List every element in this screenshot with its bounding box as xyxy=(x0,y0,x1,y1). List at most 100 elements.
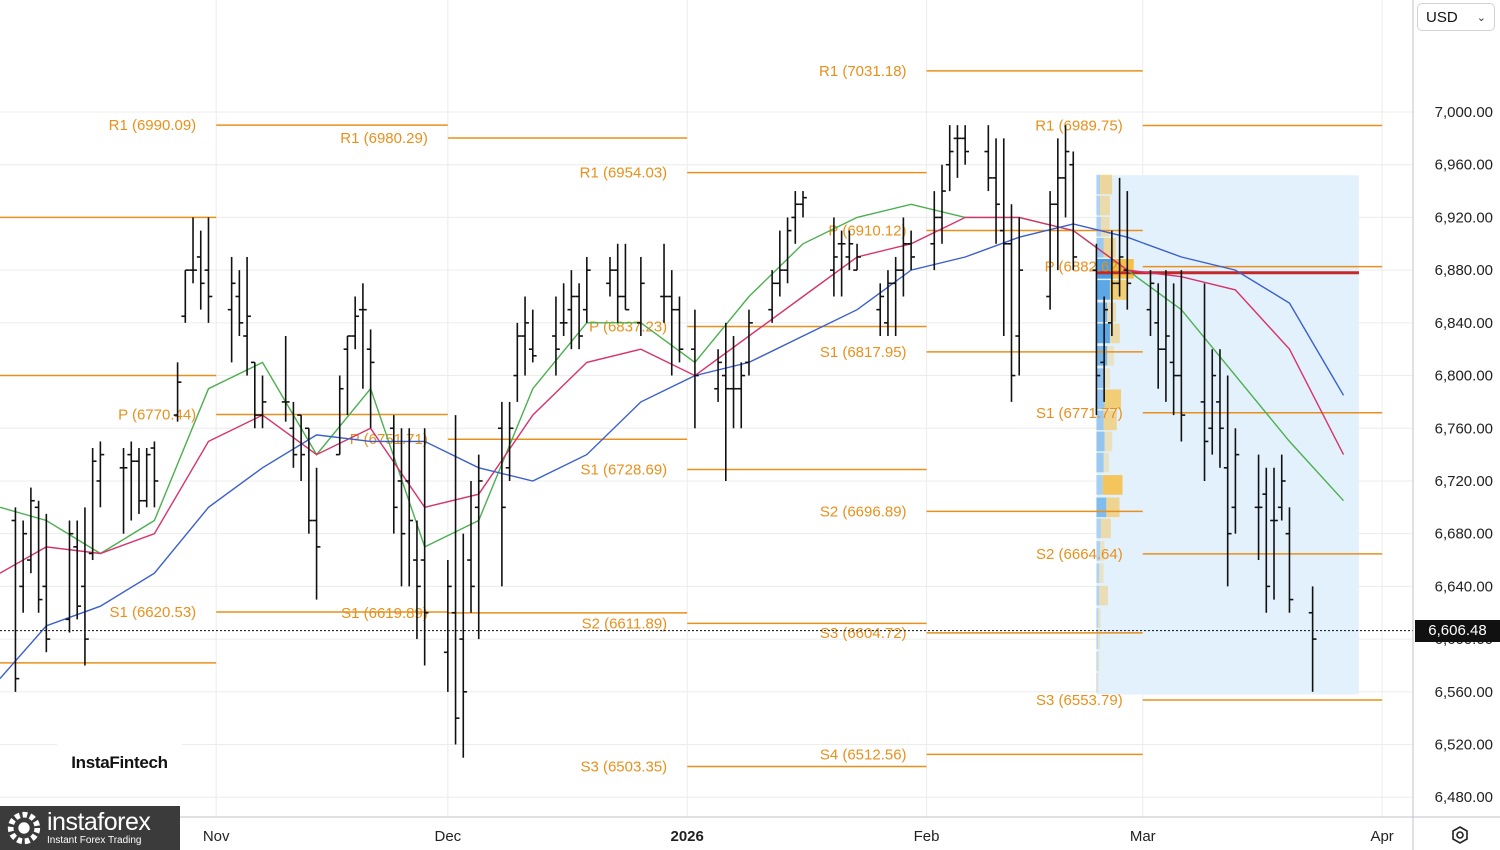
ohlc-bar xyxy=(567,270,576,350)
volume-bin-up xyxy=(1096,280,1110,300)
ohlc-bar xyxy=(691,309,699,429)
pivot-label: P (6882.62) xyxy=(1045,259,1123,276)
pivot-label: R1 (7031.18) xyxy=(819,63,907,80)
volume-bin-up xyxy=(1096,237,1104,258)
instaforex-mark-icon xyxy=(7,811,41,845)
ohlc-bar xyxy=(1262,467,1271,613)
chevron-down-icon: ⌄ xyxy=(1476,11,1486,24)
ohlc-bar xyxy=(405,428,414,587)
y-tick-label: 6,800.00 xyxy=(1435,368,1493,385)
ohlc-bar xyxy=(42,513,51,653)
y-tick-label: 6,560.00 xyxy=(1435,684,1493,701)
volume-bin-up xyxy=(1096,368,1105,389)
ohlc-bar xyxy=(783,217,792,284)
volume-bin-up xyxy=(1096,497,1107,518)
pivot-label: S2 (6611.89) xyxy=(582,615,668,632)
pivot-label: S1 (6817.95) xyxy=(820,344,907,361)
ohlc-bar xyxy=(1223,375,1232,587)
ohlc-bar xyxy=(11,507,20,692)
ohlc-bar xyxy=(88,448,97,561)
ohlc-bar xyxy=(528,309,537,363)
ohlc-bar xyxy=(281,336,290,422)
ohlc-bar xyxy=(953,125,962,178)
volume-bin-up xyxy=(1096,452,1104,473)
pivot-label: S4 (6512.56) xyxy=(820,746,907,763)
ohlc-bar xyxy=(513,322,522,402)
y-tick-label: 6,520.00 xyxy=(1435,737,1493,754)
y-tick-label: 6,720.00 xyxy=(1435,473,1493,490)
ohlc-bar xyxy=(250,361,259,429)
ohlc-bar xyxy=(312,467,321,600)
x-tick-label: Apr xyxy=(1370,828,1393,845)
pivot-label: R1 (6989.75) xyxy=(1035,118,1123,135)
chart-settings-button[interactable] xyxy=(1446,822,1474,848)
x-tick-label: Dec xyxy=(434,828,461,845)
ohlc-bar xyxy=(451,415,460,745)
ohlc-bar xyxy=(1254,454,1263,561)
volume-bin-up xyxy=(1096,345,1108,366)
ohlc-bar xyxy=(853,243,861,271)
pivot-label: S3 (6553.79) xyxy=(1036,692,1123,709)
ohlc-bar xyxy=(81,507,89,666)
pivot-label: P (6910.12) xyxy=(828,222,906,239)
volume-bin-up xyxy=(1096,410,1104,431)
pivot-label: S3 (6604.72) xyxy=(820,625,907,642)
volume-bin-down xyxy=(1098,608,1101,628)
ohlc-bar xyxy=(1053,138,1062,271)
instafintech-logo-text: InstaFintech xyxy=(71,753,168,772)
x-tick-label: Feb xyxy=(914,828,940,845)
volume-bin-down xyxy=(1102,475,1123,495)
ohlc-bar xyxy=(119,448,128,534)
volume-bin-down xyxy=(1097,629,1101,649)
volume-bin-up xyxy=(1096,389,1105,410)
volume-bin-down xyxy=(1100,195,1110,216)
currency-select[interactable]: USD ⌄ xyxy=(1417,3,1495,31)
volume-bin-down xyxy=(1109,280,1127,300)
currency-select-value: USD xyxy=(1426,8,1458,26)
volume-bin-down xyxy=(1100,540,1105,561)
volume-bin-up xyxy=(1096,431,1105,452)
ohlc-bar xyxy=(343,335,352,416)
ohlc-bar xyxy=(304,427,313,534)
ohlc-bar xyxy=(389,415,398,534)
pivot-label: R1 (6980.29) xyxy=(340,130,428,147)
ohlc-bar xyxy=(899,217,908,297)
volume-bin-up xyxy=(1096,323,1110,344)
ohlc-bar xyxy=(637,256,645,337)
volume-bin-down xyxy=(1104,389,1122,410)
ohlc-bar xyxy=(1200,283,1209,481)
ohlc-bar xyxy=(1177,270,1186,442)
ohlc-bar xyxy=(413,520,421,640)
ohlc-bar xyxy=(498,401,506,587)
ohlc-bar xyxy=(467,480,475,613)
instaforex-name: instaforex xyxy=(47,808,151,836)
ohlc-bar xyxy=(397,428,406,587)
ohlc-bar xyxy=(258,375,267,429)
volume-bin-up xyxy=(1096,629,1098,649)
y-tick-label: 6,480.00 xyxy=(1435,789,1493,806)
ohlc-bar xyxy=(1216,349,1224,468)
volume-bin-down xyxy=(1097,651,1100,672)
x-axis-ticks: Nov Dec 2026 Feb Mar Apr xyxy=(203,828,1394,845)
pivot-label: S1 (6728.69) xyxy=(580,462,667,479)
instaforex-tagline: Instant Forex Trading xyxy=(47,835,142,846)
x-tick-label: Nov xyxy=(203,828,230,845)
volume-bin-down xyxy=(1103,237,1116,258)
y-tick-label: 6,960.00 xyxy=(1435,157,1493,174)
ohlc-bar xyxy=(729,336,738,429)
y-tick-label: 6,640.00 xyxy=(1435,578,1493,595)
ohlc-bar xyxy=(559,283,568,337)
ohlc-bar xyxy=(799,191,807,218)
ohlc-bar xyxy=(150,441,159,508)
volume-bin-down xyxy=(1099,563,1104,584)
ohlc-bar xyxy=(521,296,529,376)
volume-bin-up xyxy=(1096,540,1101,561)
ohlc-bar xyxy=(351,296,360,350)
volume-bin-down xyxy=(1100,174,1113,195)
pivot-label: R1 (6990.09) xyxy=(109,117,197,134)
y-tick-label: 6,760.00 xyxy=(1435,420,1493,437)
ohlc-bar xyxy=(189,217,197,284)
ohlc-bar xyxy=(745,309,753,376)
